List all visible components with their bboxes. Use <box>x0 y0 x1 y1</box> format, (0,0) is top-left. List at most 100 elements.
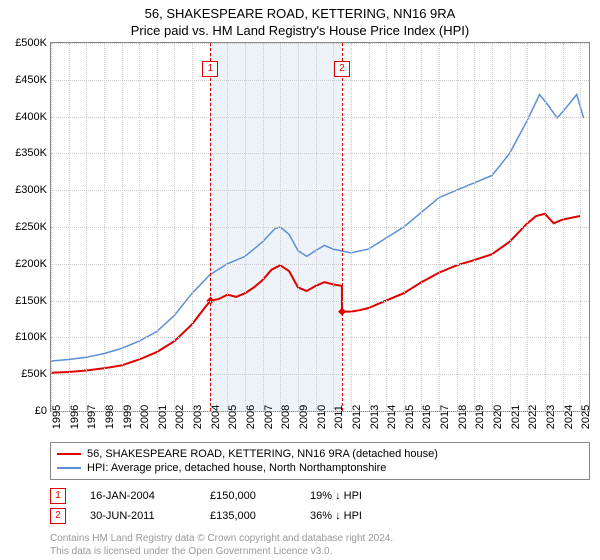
x-axis-label: 1997 <box>86 405 98 429</box>
legend-swatch <box>57 453 81 455</box>
title-address: 56, SHAKESPEARE ROAD, KETTERING, NN16 9R… <box>0 0 600 21</box>
y-axis-label: £250K <box>15 221 47 233</box>
x-axis-label: 2025 <box>580 405 592 429</box>
gridline-horizontal <box>51 337 589 338</box>
gridline-vertical <box>104 43 105 411</box>
x-axis-label: 2010 <box>316 405 328 429</box>
x-axis-label: 2012 <box>351 405 363 429</box>
x-axis-label: 2016 <box>421 405 433 429</box>
y-axis-label: £200K <box>15 258 47 270</box>
gridline-vertical <box>316 43 317 411</box>
legend-swatch <box>57 467 81 469</box>
sales-table: 1 16-JAN-2004 £150,000 19% ↓ HPI 2 30-JU… <box>50 486 590 526</box>
footer-line: Contains HM Land Registry data © Crown c… <box>50 532 590 545</box>
gridline-vertical <box>545 43 546 411</box>
x-axis-label: 2009 <box>298 405 310 429</box>
legend-item: 56, SHAKESPEARE ROAD, KETTERING, NN16 9R… <box>57 447 583 461</box>
gridline-vertical <box>51 43 52 411</box>
legend-label: HPI: Average price, detached house, Nort… <box>87 462 386 474</box>
x-axis-label: 1996 <box>69 405 81 429</box>
x-axis-label: 2001 <box>157 405 169 429</box>
sales-row: 1 16-JAN-2004 £150,000 19% ↓ HPI <box>50 486 590 506</box>
legend-label: 56, SHAKESPEARE ROAD, KETTERING, NN16 9R… <box>87 448 438 460</box>
x-axis-label: 2011 <box>333 405 345 429</box>
sale-date: 30-JUN-2011 <box>90 510 210 522</box>
gridline-horizontal <box>51 227 589 228</box>
x-axis-label: 2020 <box>492 405 504 429</box>
x-axis-label: 2022 <box>527 405 539 429</box>
y-axis-label: £300K <box>15 184 47 196</box>
gridline-vertical <box>280 43 281 411</box>
x-axis-label: 2021 <box>510 405 522 429</box>
gridline-vertical <box>563 43 564 411</box>
x-axis-label: 2005 <box>227 405 239 429</box>
x-axis-label: 2000 <box>139 405 151 429</box>
legend: 56, SHAKESPEARE ROAD, KETTERING, NN16 9R… <box>50 442 590 480</box>
x-axis-label: 2015 <box>404 405 416 429</box>
gridline-vertical <box>492 43 493 411</box>
gridline-vertical <box>333 43 334 411</box>
x-axis-label: 2013 <box>369 405 381 429</box>
title-subtitle: Price paid vs. HM Land Registry's House … <box>0 21 600 42</box>
x-axis-label: 2023 <box>545 405 557 429</box>
x-axis-label: 1995 <box>51 405 63 429</box>
gridline-horizontal <box>51 301 589 302</box>
sale-diff: 19% ↓ HPI <box>310 490 410 502</box>
gridline-horizontal <box>51 264 589 265</box>
x-axis-label: 1998 <box>104 405 116 429</box>
gridline-horizontal <box>51 374 589 375</box>
y-axis-label: £50K <box>21 368 47 380</box>
gridline-vertical <box>245 43 246 411</box>
gridline-vertical <box>369 43 370 411</box>
x-axis-label: 2007 <box>263 405 275 429</box>
gridline-vertical <box>510 43 511 411</box>
x-axis-label: 2003 <box>192 405 204 429</box>
gridline-vertical <box>263 43 264 411</box>
gridline-vertical <box>421 43 422 411</box>
x-axis-label: 2002 <box>174 405 186 429</box>
gridline-vertical <box>157 43 158 411</box>
y-axis-label: £0 <box>35 405 47 417</box>
x-axis-label: 2024 <box>563 405 575 429</box>
gridline-vertical <box>86 43 87 411</box>
gridline-vertical <box>227 43 228 411</box>
sale-diff: 36% ↓ HPI <box>310 510 410 522</box>
sale-marker-chart: 1 <box>202 61 218 77</box>
gridline-vertical <box>527 43 528 411</box>
gridline-vertical <box>298 43 299 411</box>
x-axis-label: 2018 <box>457 405 469 429</box>
gridline-horizontal <box>51 190 589 191</box>
gridline-vertical <box>351 43 352 411</box>
y-axis-label: £400K <box>15 111 47 123</box>
chart-plot-area: £0£50K£100K£150K£200K£250K£300K£350K£400… <box>50 42 590 412</box>
sale-marker-icon: 2 <box>50 508 66 524</box>
sales-row: 2 30-JUN-2011 £135,000 36% ↓ HPI <box>50 506 590 526</box>
y-axis-label: £450K <box>15 74 47 86</box>
x-axis-label: 2014 <box>386 405 398 429</box>
x-axis-label: 2006 <box>245 405 257 429</box>
gridline-horizontal <box>51 80 589 81</box>
sale-price: £135,000 <box>210 510 310 522</box>
gridline-vertical <box>139 43 140 411</box>
gridline-vertical <box>439 43 440 411</box>
gridline-vertical <box>474 43 475 411</box>
footer-line: This data is licensed under the Open Gov… <box>50 545 590 558</box>
legend-item: HPI: Average price, detached house, Nort… <box>57 461 583 475</box>
gridline-horizontal <box>51 43 589 44</box>
y-axis-label: £100K <box>15 331 47 343</box>
x-axis-label: 2004 <box>210 405 222 429</box>
sale-price: £150,000 <box>210 490 310 502</box>
y-axis-label: £350K <box>15 147 47 159</box>
x-axis-label: 2008 <box>280 405 292 429</box>
sale-vline <box>342 43 343 411</box>
sale-marker-chart: 2 <box>334 61 350 77</box>
y-axis-label: £500K <box>15 37 47 49</box>
gridline-vertical <box>69 43 70 411</box>
gridline-vertical <box>404 43 405 411</box>
sale-vline <box>210 43 211 411</box>
footer-attribution: Contains HM Land Registry data © Crown c… <box>50 532 590 558</box>
gridline-vertical <box>122 43 123 411</box>
gridline-vertical <box>192 43 193 411</box>
sale-marker-icon: 1 <box>50 488 66 504</box>
gridline-vertical <box>457 43 458 411</box>
